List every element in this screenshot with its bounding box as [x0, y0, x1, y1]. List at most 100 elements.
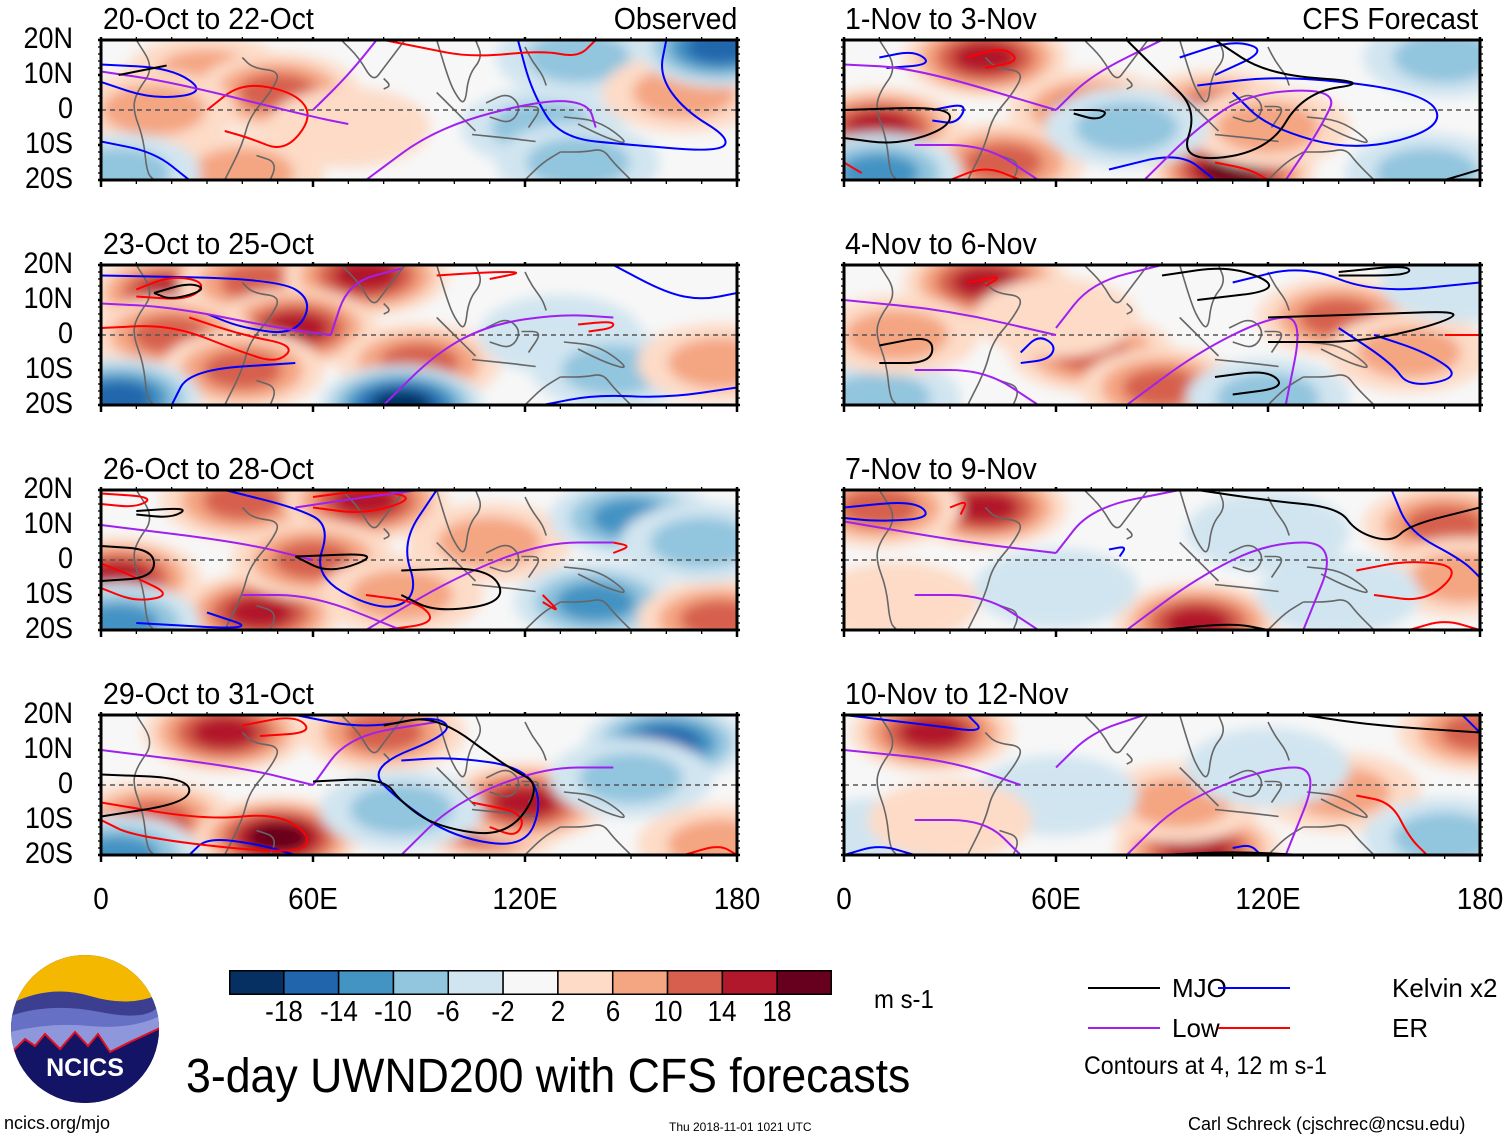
coastline: [560, 599, 632, 630]
coastline: [435, 265, 482, 328]
coastline: [876, 715, 898, 855]
wind-anomaly-blob: [191, 716, 258, 749]
panel-title-p6: 4-Nov to 6-Nov: [845, 226, 1037, 261]
wind-anomaly-blob: [1216, 102, 1320, 153]
contour-kelvin: [1108, 546, 1126, 558]
map-panel-p8: [841, 712, 1483, 862]
coastline: [485, 769, 520, 798]
coastline: [1264, 105, 1283, 128]
wind-anomaly-blob: [556, 582, 636, 622]
coastline: [383, 527, 390, 540]
coastline: [133, 490, 155, 630]
wind-anomaly-blob: [438, 517, 542, 568]
contour-kelvin: [879, 51, 927, 69]
contour-mjo: [879, 337, 934, 364]
contour-low: [242, 594, 402, 630]
contour-low: [1126, 541, 1328, 630]
coastline: [1303, 599, 1375, 630]
contour-kelvin: [516, 40, 727, 151]
coastline: [256, 604, 275, 630]
coastline: [471, 358, 536, 368]
wind-anomaly-blob: [679, 600, 737, 630]
map-panel-p2: [98, 262, 740, 412]
coastline: [1306, 566, 1368, 594]
contour-low: [1055, 265, 1163, 329]
coastline: [1083, 40, 1149, 79]
contour-mjo: [1197, 490, 1480, 541]
wind-anomaly-blob: [190, 147, 294, 180]
contour-er: [612, 541, 628, 554]
lat-tick-label: 20N: [23, 697, 73, 730]
colorbar-segment: [229, 970, 285, 995]
coastline: [521, 330, 540, 353]
contour-er: [1214, 161, 1269, 180]
coastline: [1264, 555, 1283, 578]
coastline: [1126, 752, 1133, 765]
coastline: [471, 133, 536, 143]
wind-anomaly-blob: [1075, 102, 1179, 153]
contour-er: [967, 49, 1016, 69]
wind-anomaly-blob: [1357, 327, 1461, 378]
lat-tick-label: 20N: [23, 22, 73, 55]
contour-low: [1125, 766, 1312, 855]
legend-label-kelvin: Kelvin x2: [1392, 973, 1498, 1003]
contour-low: [295, 490, 420, 509]
contour-mjo: [1214, 371, 1280, 396]
wind-anomaly-blob: [266, 87, 431, 168]
coastline: [563, 341, 625, 369]
coastline: [1303, 374, 1375, 405]
contour-er: [101, 316, 290, 361]
contour-kelvin: [101, 274, 309, 334]
coastline: [436, 91, 477, 132]
observed-tag: Observed: [613, 1, 737, 36]
wind-anomaly-blob: [974, 548, 1138, 628]
coastline: [436, 766, 477, 807]
coastline: [1178, 40, 1225, 103]
colorbar-segment: [776, 970, 832, 995]
colorbar-tick-label: -18: [264, 996, 303, 1028]
contour-low: [382, 314, 614, 405]
coastline: [1264, 780, 1283, 803]
coastline: [485, 319, 520, 348]
contour-low: [914, 819, 1022, 855]
coastline: [1214, 133, 1279, 143]
colorbar-frame: [229, 970, 832, 995]
wind-anomaly-blob: [1164, 606, 1231, 630]
lat-tick-label: 10N: [23, 282, 73, 315]
colorbar-tick-label: -14: [319, 996, 358, 1028]
lat-tick-label: 20N: [23, 472, 73, 505]
coastline: [340, 265, 406, 304]
lat-tick-label: 0: [57, 542, 73, 575]
contour-low: [400, 766, 614, 855]
org-url[interactable]: ncics.org/mjo: [4, 1113, 111, 1133]
coastline: [560, 149, 632, 180]
coastline: [1306, 116, 1368, 144]
contour-er: [577, 321, 615, 333]
lat-tick-label: 10S: [24, 577, 73, 610]
lat-tick-label: 20S: [24, 612, 73, 645]
contour-low: [312, 40, 378, 111]
ncics-logo: NCICS: [10, 954, 160, 1104]
colorbar-tick-label: 6: [605, 996, 620, 1028]
lon-tick-label: 60E: [1031, 881, 1081, 916]
coastline: [1303, 824, 1375, 855]
wind-anomaly-blob: [226, 596, 294, 629]
wind-anomaly-blob: [101, 147, 171, 180]
lat-tick-label: 0: [57, 317, 73, 350]
contour-er: [365, 594, 432, 630]
coastline: [563, 791, 625, 819]
coastline: [340, 40, 406, 79]
wind-anomaly-blob: [1186, 492, 1350, 572]
contour-low: [365, 100, 597, 180]
wind-anomaly-blob: [102, 84, 206, 136]
wind-anomaly-blob: [349, 784, 453, 835]
coastline: [876, 265, 898, 405]
author-credit: Carl Schreck (cjschrec@ncsu.edu): [1188, 1114, 1466, 1134]
coastline: [1126, 527, 1133, 540]
legend-line-er: [1218, 1027, 1290, 1029]
wind-anomaly-blob: [667, 819, 737, 855]
wind-anomaly-blob: [1393, 40, 1480, 83]
contour-low: [914, 369, 1039, 405]
panel-title-p2: 23-Oct to 25-Oct: [103, 226, 314, 261]
coastline: [340, 490, 406, 529]
